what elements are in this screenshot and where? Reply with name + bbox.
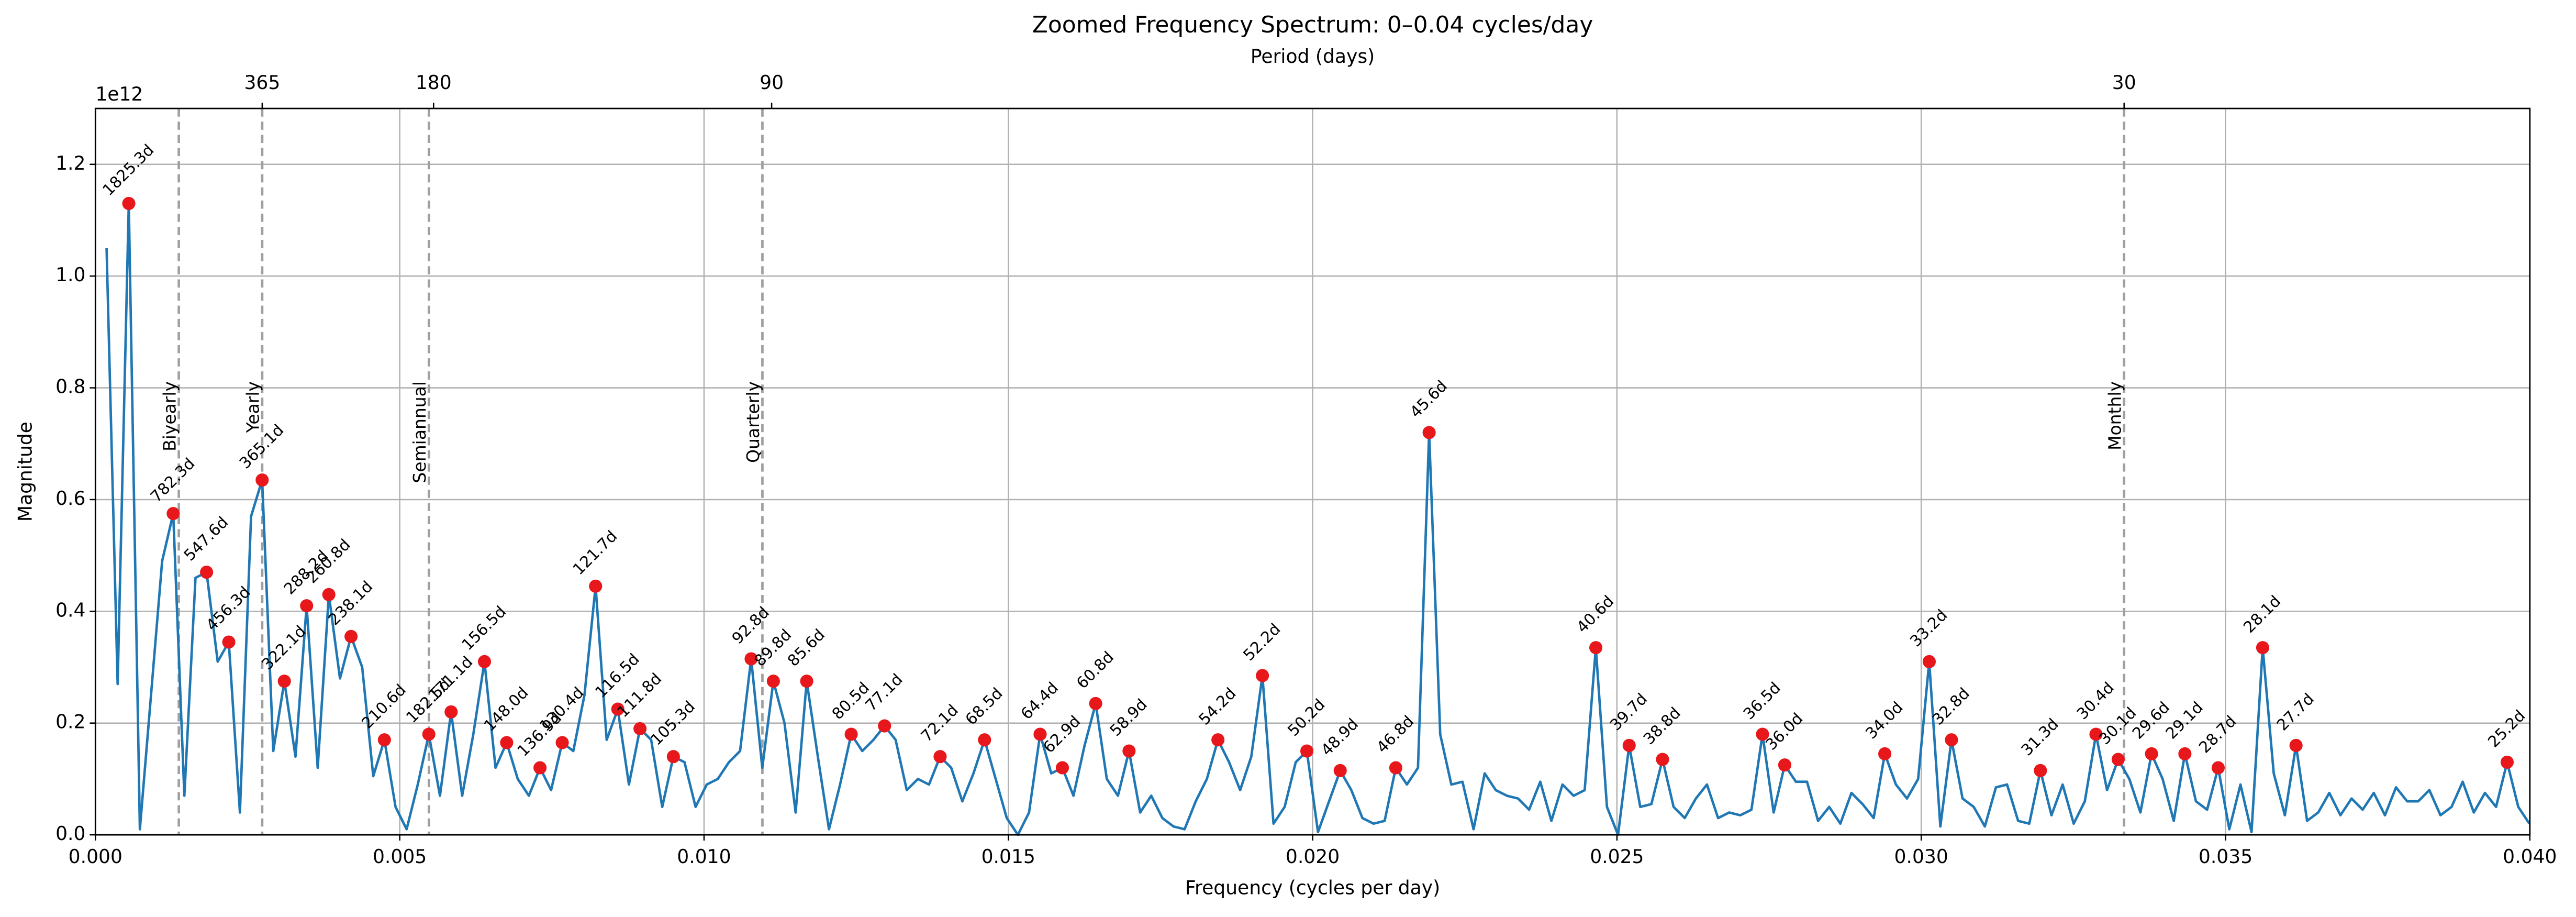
x2-tick-label: 180: [416, 72, 452, 94]
peak-marker: [1945, 733, 1958, 747]
y-tick-label: 0.6: [55, 488, 85, 510]
peak-marker: [1333, 764, 1347, 777]
peak-marker: [200, 566, 214, 579]
y-tick-label: 0.0: [55, 823, 85, 845]
x-tick-label: 0.010: [677, 846, 731, 868]
x-tick-label: 0.015: [982, 846, 1035, 868]
peak-marker: [1089, 697, 1102, 710]
chart-title: Zoomed Frequency Spectrum: 0–0.04 cycles…: [1032, 12, 1593, 38]
peak-marker: [533, 761, 547, 775]
peak-marker: [1300, 744, 1314, 758]
x2-tick-label: 30: [2112, 72, 2136, 94]
peak-marker: [766, 675, 780, 688]
y-tick-label: 0.2: [55, 711, 85, 733]
peak-marker: [800, 675, 813, 688]
y-tick-label: 0.8: [55, 376, 85, 398]
peak-marker: [555, 736, 569, 749]
peak-marker: [2111, 753, 2125, 766]
x-tick-label: 0.035: [2199, 846, 2252, 868]
reference-label: Yearly: [243, 381, 263, 433]
peak-marker: [477, 655, 492, 668]
peak-marker: [1033, 727, 1047, 741]
x2-axis-label: Period (days): [1251, 46, 1375, 68]
peak-marker: [878, 719, 891, 733]
spectrum-line: [105, 202, 2530, 836]
plot-frame: [94, 107, 2531, 836]
peak-marker: [2500, 755, 2514, 769]
y-axis-label: Magnitude: [15, 422, 37, 522]
peak-marker: [589, 579, 603, 593]
peak-marker: [300, 599, 314, 613]
peak-marker: [2289, 738, 2303, 752]
peak-marker: [633, 722, 647, 735]
x2-tick-label: 365: [244, 72, 280, 94]
peak-marker: [666, 750, 680, 764]
peak-marker: [2145, 747, 2158, 760]
x-tick-label: 0.005: [373, 846, 427, 868]
peak-marker: [344, 629, 358, 643]
peak-marker: [1756, 727, 1769, 741]
peak-marker: [1122, 744, 1136, 758]
peak-marker: [500, 736, 514, 749]
peak-marker: [1256, 669, 1269, 682]
peak-marker: [277, 675, 291, 688]
peak-marker: [1389, 761, 1402, 775]
peak-marker: [1211, 733, 1225, 747]
offset-label: 1e12: [95, 83, 143, 105]
peak-marker: [1778, 758, 1791, 772]
peak-marker: [2256, 641, 2269, 655]
x-tick-label: 0.030: [1894, 846, 1948, 868]
x2-tick-label: 90: [760, 72, 784, 94]
x-tick-label: 0.025: [1590, 846, 1644, 868]
x-axis-label: Frequency (cycles per day): [1185, 877, 1440, 899]
peak-marker: [2178, 747, 2192, 760]
peak-marker: [122, 196, 136, 211]
y-tick-label: 1.0: [55, 264, 85, 286]
peak-marker: [2211, 761, 2225, 775]
peak-marker: [1422, 426, 1436, 439]
peak-marker: [1589, 641, 1603, 655]
x-tick-label: 0.000: [69, 846, 122, 868]
peak-marker: [978, 733, 991, 747]
reference-label: Quarterly: [743, 381, 763, 463]
peak-marker: [1878, 747, 1892, 760]
peak-marker: [377, 733, 391, 747]
peak-marker: [222, 635, 236, 649]
x-tick-label: 0.040: [2503, 846, 2557, 868]
reference-label: Biyearly: [159, 381, 180, 451]
peak-marker: [2034, 764, 2047, 777]
peak-marker: [1622, 738, 1636, 752]
peak-marker: [255, 473, 269, 487]
peak-marker: [166, 507, 180, 521]
peak-marker: [1656, 753, 1669, 766]
reference-label: Monthly: [2105, 381, 2125, 450]
peak-marker: [611, 702, 625, 716]
peak-marker: [422, 727, 436, 741]
peak-marker: [933, 750, 947, 764]
y-tick-label: 1.2: [55, 152, 85, 174]
peak-marker: [1055, 761, 1069, 775]
reference-label: Semiannual: [409, 381, 430, 483]
peak-marker: [1922, 655, 1936, 668]
peak-marker: [744, 652, 758, 666]
y-tick-label: 0.4: [55, 599, 85, 621]
peak-marker: [2089, 727, 2103, 741]
x-tick-label: 0.020: [1286, 846, 1340, 868]
peak-marker: [322, 588, 336, 601]
peak-marker: [444, 705, 458, 719]
peak-marker: [844, 727, 858, 741]
